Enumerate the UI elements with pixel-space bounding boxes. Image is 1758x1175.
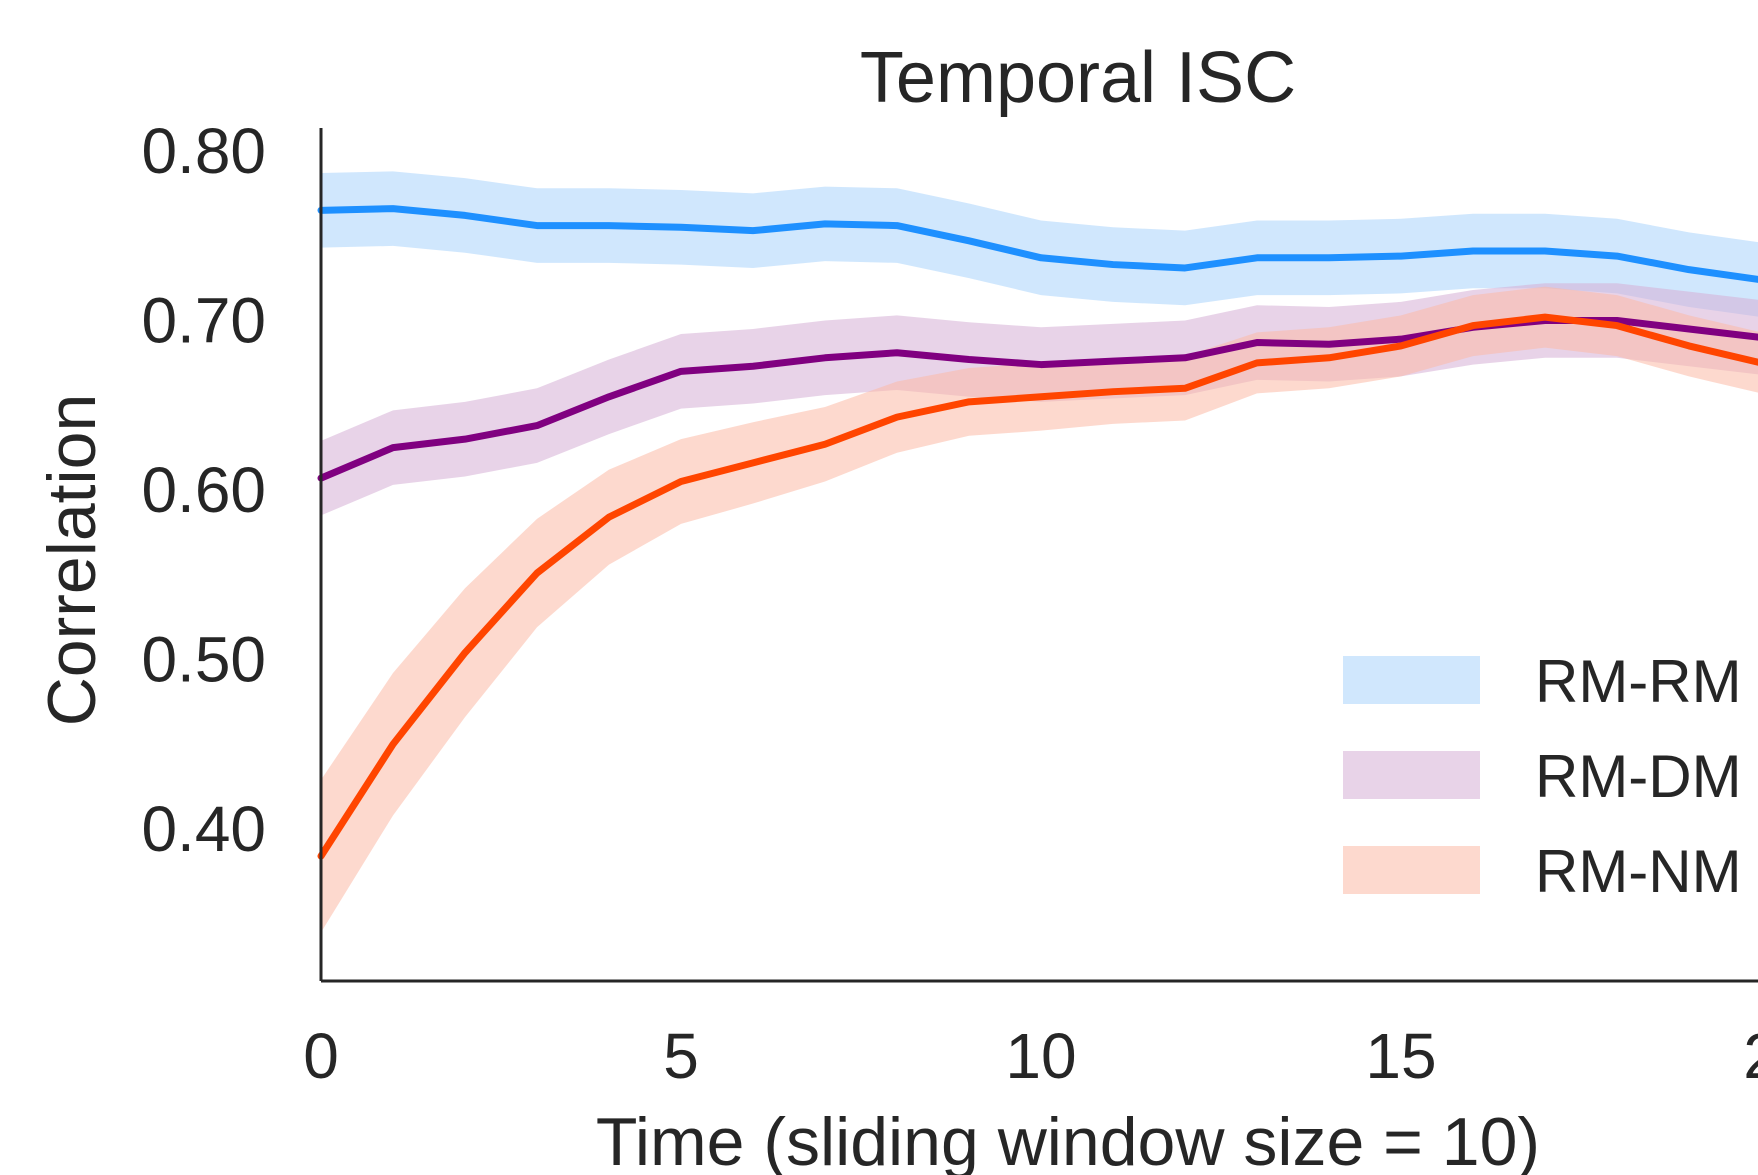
series-line-rm-nm — [317, 313, 1758, 860]
y-tick-labels: 0.40 0.50 0.60 0.70 0.80 — [141, 115, 266, 865]
legend-label: RM-RM — [1535, 648, 1742, 715]
y-tick-label: 0.50 — [141, 624, 266, 696]
legend-swatch — [1343, 656, 1480, 704]
x-tick-label: 5 — [663, 1020, 699, 1092]
confidence-band-rm-rm — [321, 171, 1758, 317]
x-axis-title: Time (sliding window size = 10) — [596, 1104, 1540, 1175]
confidence-bands — [321, 171, 1758, 933]
series-line-rm-rm — [317, 205, 1758, 283]
legend-swatch — [1343, 846, 1480, 894]
confidence-band-rm-nm — [321, 286, 1758, 933]
y-tick-label: 0.80 — [141, 115, 266, 187]
x-tick-label: 0 — [303, 1020, 339, 1092]
legend-swatch — [1343, 751, 1480, 799]
x-tick-label: 15 — [1365, 1020, 1436, 1092]
x-tick-label: 2 — [1743, 1020, 1758, 1092]
legend: RM-RM RM-DM RM-NM — [1343, 648, 1742, 905]
x-tick-label: 10 — [1005, 1020, 1076, 1092]
y-tick-label: 0.40 — [141, 793, 266, 865]
chart-title: Temporal ISC — [860, 38, 1296, 118]
legend-label: RM-DM — [1535, 743, 1742, 810]
y-tick-label: 0.70 — [141, 285, 266, 357]
x-tick-labels: 0 5 10 15 2 — [303, 1020, 1758, 1092]
y-tick-label: 0.60 — [141, 454, 266, 526]
series-lines — [317, 205, 1758, 860]
legend-label: RM-NM — [1535, 838, 1742, 905]
y-axis-title: Correlation — [34, 394, 110, 727]
